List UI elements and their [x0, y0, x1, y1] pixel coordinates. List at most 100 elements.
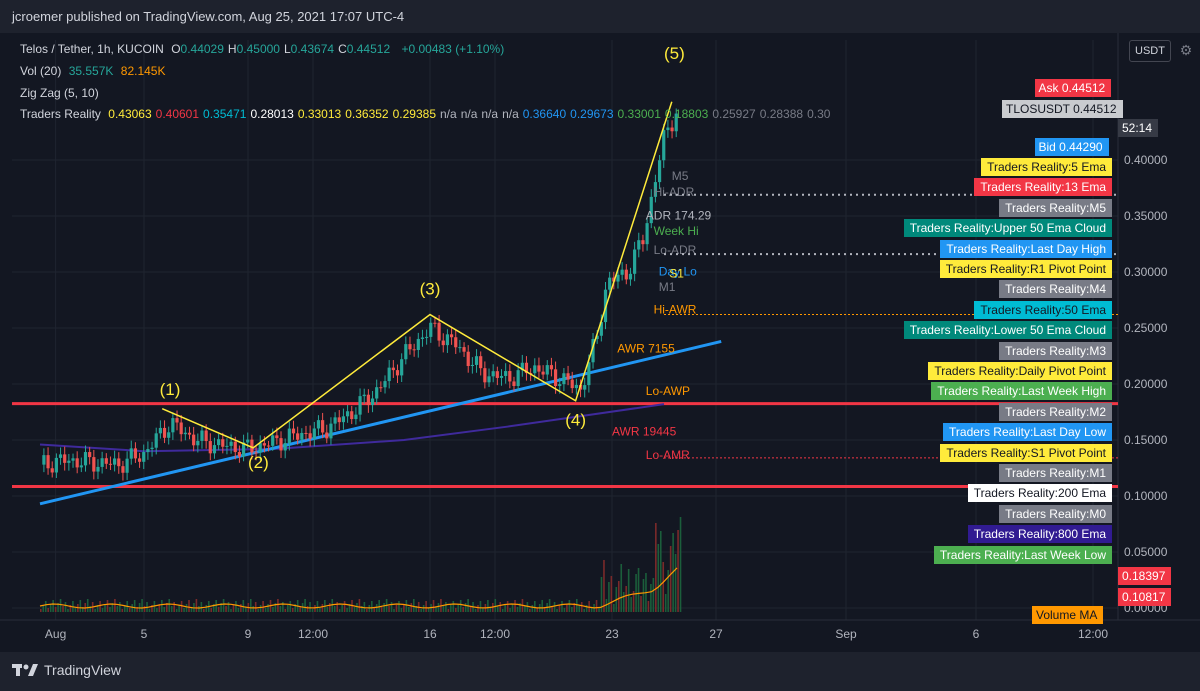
volume-bar [316, 601, 319, 612]
chart-annotation: ADR 174.29 [646, 208, 712, 222]
volume-bar [44, 601, 47, 612]
price-tag: 0.18397 [1118, 567, 1172, 585]
volume-bar [52, 600, 54, 612]
volume-bar [408, 607, 410, 612]
candle-body [117, 458, 121, 467]
y-tick-label: 0.10000 [1124, 489, 1168, 503]
candle-body [187, 432, 192, 435]
candle-body [229, 441, 233, 446]
ohlc-value: 0.45000 [236, 42, 280, 56]
indicator-label: Traders Reality:Upper 50 Ema Cloud [903, 219, 1112, 238]
symbol-legend[interactable]: Telos / Tether, 1h, KUCOIN O0.44029 H0.45… [20, 42, 508, 56]
volume-bar [212, 604, 215, 612]
volume-bar [637, 568, 640, 612]
wave-label: (1) [160, 380, 181, 399]
candle-body [474, 356, 479, 365]
candle-body [466, 351, 470, 367]
tradingview-logo[interactable]: TradingView [12, 662, 121, 678]
traders-reality-value: 0.36352 [345, 107, 389, 121]
volume-bar [109, 607, 111, 612]
volume-bar [580, 602, 583, 612]
volume-bar [306, 606, 309, 612]
volume-bar [361, 606, 363, 612]
volume-bar [442, 606, 445, 612]
volume-bar [447, 609, 450, 612]
volume-bar [427, 608, 430, 612]
y-tick-label: 0.15000 [1124, 433, 1168, 447]
volume-bar [659, 531, 662, 612]
volume-bar [617, 581, 620, 612]
candle-body [308, 433, 312, 439]
volume-ma-value: 82.145K [120, 64, 166, 78]
candle-body [46, 455, 50, 469]
volume-bar [131, 604, 133, 612]
currency-button[interactable]: USDT [1129, 40, 1171, 62]
candle-body [75, 458, 79, 468]
volume-bar [114, 599, 116, 612]
volume-bar [642, 579, 645, 612]
y-tick-label: 0.40000 [1124, 153, 1168, 167]
volume-legend[interactable]: Vol (20) 35.557K 82.145K [20, 64, 169, 78]
volume-bar [59, 599, 62, 612]
volume-ma-line [39, 567, 678, 609]
candle-body [583, 385, 587, 390]
traders-reality-values: 0.43063 0.40601 0.35471 0.28013 0.33013 0.363… [108, 107, 834, 121]
volume-bar [74, 608, 77, 612]
volume-bar [237, 608, 240, 612]
volume-bar [393, 609, 395, 612]
volume-bar [141, 599, 143, 612]
price-tag: 0.10817 [1118, 588, 1172, 606]
volume-bar [173, 602, 175, 612]
volume-bar [368, 605, 371, 612]
candle-body [241, 442, 246, 457]
indicator-label: Traders Reality:Last Week Low [933, 545, 1112, 564]
volume-bar [608, 582, 610, 612]
candle-body [337, 417, 341, 423]
volume-bar [551, 606, 553, 612]
volume-bar [622, 592, 625, 612]
candle-body [125, 458, 129, 473]
traders-reality-value: n/a [481, 107, 499, 121]
candle-body [225, 445, 229, 447]
volume-bar [319, 608, 321, 612]
candle-body [633, 249, 637, 274]
volume-bar [156, 608, 158, 612]
volume-bar [314, 605, 316, 612]
chart-annotation: Day Lo [659, 264, 697, 278]
volume-bar [257, 609, 259, 612]
candle-body [79, 465, 83, 468]
candle-body [217, 439, 221, 446]
volume-bar [158, 604, 161, 612]
volume-bar [487, 600, 489, 612]
candle-body [553, 369, 558, 386]
candle-body [358, 396, 362, 415]
volume-bar [67, 609, 69, 612]
volume-bar [262, 601, 264, 612]
volume-bar [161, 600, 163, 612]
candle-body [154, 433, 158, 448]
volume-bar [403, 604, 405, 612]
volume-bar [188, 600, 190, 612]
candle-body [366, 394, 370, 406]
zigzag-legend[interactable]: Zig Zag (5, 10) [20, 86, 103, 100]
volume-bar [170, 606, 173, 612]
volume-bar [583, 609, 585, 612]
volume-bar [454, 608, 457, 612]
gear-icon[interactable]: ⚙ [1179, 42, 1193, 58]
candle-body [71, 458, 75, 461]
candle-body [449, 334, 454, 338]
volume-bar [422, 605, 425, 612]
candle-body [329, 423, 333, 439]
volume-bar [331, 599, 334, 612]
volume-bar [321, 604, 324, 612]
volume-bar [348, 604, 351, 612]
volume-bar [445, 602, 447, 612]
candle-body [570, 379, 574, 389]
volume-bar [220, 603, 222, 612]
volume-bar [245, 607, 247, 612]
traders-reality-legend[interactable]: Traders Reality 0.43063 0.40601 0.35471 0.2… [20, 107, 838, 121]
volume-bar [568, 600, 571, 612]
volume-bar [398, 601, 400, 612]
y-tick-label: 0.35000 [1124, 209, 1168, 223]
volume-bar [514, 600, 516, 612]
